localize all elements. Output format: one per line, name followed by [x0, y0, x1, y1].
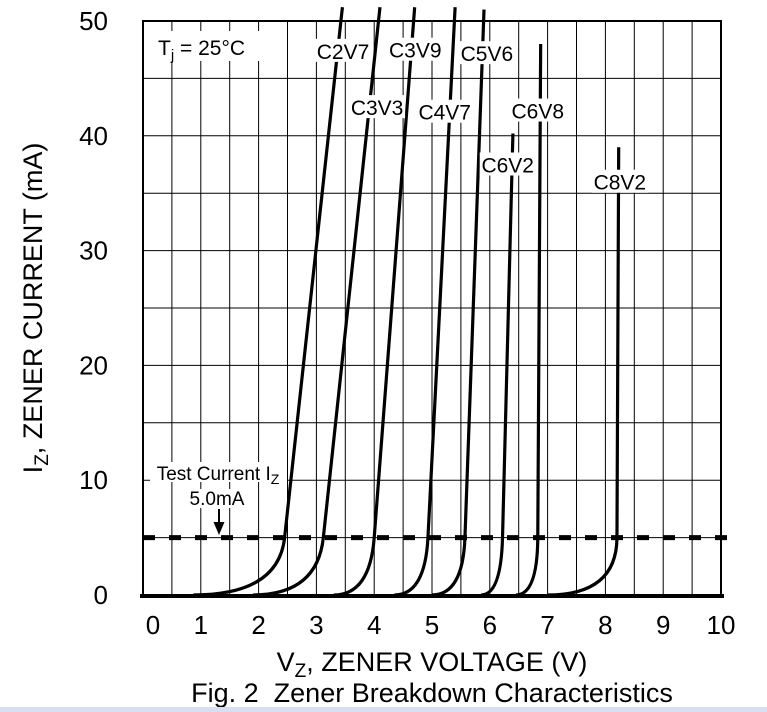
curve-label-mask-C8V2	[591, 169, 648, 193]
curve-label-mask-C4V7	[416, 99, 473, 123]
x-tick-label-9: 9	[656, 610, 670, 640]
test-current-value: 5.0mA	[190, 489, 245, 510]
curve-C6V8	[515, 43, 543, 597]
curve-label-mask-C3V9	[387, 37, 444, 61]
test-current-label: Test Current IZ	[157, 464, 280, 487]
curve-label-mask-C6V8	[509, 98, 566, 122]
curve-C4V7	[394, 7, 457, 597]
x-tick-label-3: 3	[309, 610, 323, 640]
x-tick-label-1: 1	[194, 610, 208, 640]
curve-label-mask-C6V2	[479, 152, 536, 176]
zener-curves	[193, 7, 621, 597]
x-tick-label-10: 10	[707, 610, 736, 640]
curve-C3V9	[333, 7, 417, 597]
x-tick-label-6: 6	[483, 610, 497, 640]
curve-label-mask-C3V3	[349, 95, 406, 119]
figure-caption: Fig. 2 Zener Breakdown Characteristics	[191, 678, 673, 708]
y-tick-label-30: 30	[79, 236, 108, 266]
x-tick-label-0: 0	[146, 610, 160, 640]
curve-label-C4V7: C4V7	[418, 102, 471, 125]
x-tick-label-4: 4	[367, 610, 381, 640]
y-tick-label-20: 20	[79, 350, 108, 380]
curve-label-mask-C2V7	[314, 38, 371, 62]
curve-C3V3	[252, 7, 382, 597]
curve-C6V2	[480, 133, 515, 597]
x-tick-label-8: 8	[598, 610, 612, 640]
curve-label-mask-C5V6	[458, 41, 515, 65]
curve-C5V6	[431, 9, 486, 597]
x-tick-label-5: 5	[425, 610, 439, 640]
y-tick-label-40: 40	[79, 121, 108, 151]
x-tick-label-2: 2	[251, 610, 265, 640]
curve-label-C3V9: C3V9	[389, 40, 442, 63]
curve-label-C2V7: C2V7	[317, 41, 370, 64]
curve-label-C8V2: C8V2	[594, 172, 647, 195]
test-current-value-mask	[184, 489, 250, 508]
temperature-label-mask	[150, 31, 260, 61]
x-tick-label-7: 7	[540, 610, 554, 640]
curve-C8V2	[547, 147, 621, 597]
y-axis-title: IZ, ZENER CURRENT (mA)	[18, 143, 53, 474]
y-tick-label-10: 10	[79, 465, 108, 495]
temperature-annotation: Tj = 25°C	[158, 37, 245, 64]
test-current-label-mask	[150, 462, 287, 482]
curve-label-C5V6: C5V6	[461, 43, 514, 66]
curve-label-C3V3: C3V3	[351, 97, 404, 120]
axis-tick-labels: 0 10 20 30 40 50 0 1 2 3 4 5 6 7 8 9 10	[79, 6, 735, 640]
y-tick-label-50: 50	[79, 6, 108, 36]
curve-C2V7	[193, 7, 345, 597]
curve-labels: C2V7 C3V3 C3V9 C4V7 C5V6 C6V2 C6V8 C8V2	[314, 37, 648, 195]
page-edge-stripe	[0, 707, 767, 712]
curve-label-C6V8: C6V8	[512, 101, 565, 124]
curve-label-C6V2: C6V2	[481, 155, 534, 178]
y-tick-label-0: 0	[94, 580, 108, 610]
test-current-arrow-head-icon	[213, 522, 225, 535]
x-axis-title: VZ, ZENER VOLTAGE (V)	[277, 647, 588, 682]
